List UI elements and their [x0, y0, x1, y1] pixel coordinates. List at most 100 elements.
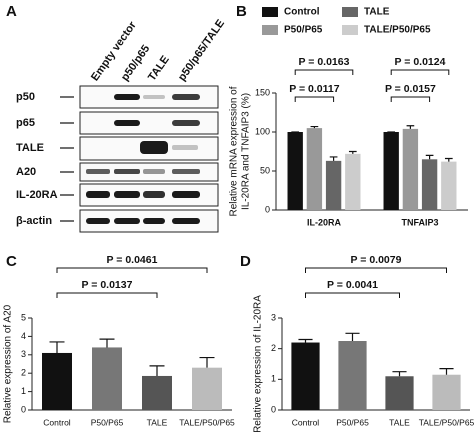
y-tick-label: 5	[21, 312, 26, 322]
error-bar	[310, 125, 319, 129]
error-bar	[348, 150, 357, 154]
significance-label: P = 0.0163	[299, 56, 350, 68]
legend-swatch	[342, 25, 358, 35]
error-bar	[425, 154, 434, 160]
panel-letter: D	[240, 253, 251, 270]
bar	[421, 159, 438, 210]
x-tick-label: P50/P65	[91, 417, 124, 427]
error-bar	[49, 341, 65, 353]
significance-bracket	[294, 69, 354, 75]
significance-label: P = 0.0124	[395, 56, 446, 68]
x-tick-label: Control	[292, 417, 320, 427]
bar	[338, 341, 367, 410]
bar	[142, 375, 172, 410]
row-label: IL-20RA	[16, 189, 58, 201]
y-tick-label: 2	[271, 343, 276, 353]
y-axis-label: Relative mRNA expression of	[229, 86, 240, 216]
significance-bracket	[56, 267, 208, 273]
error-bar	[149, 365, 165, 376]
blot-bands	[86, 94, 200, 224]
error-bar	[298, 338, 313, 343]
error-bar	[345, 332, 360, 341]
x-tick-label: TALE/P50/P65	[179, 417, 235, 427]
bar	[192, 367, 222, 410]
significance-label: P = 0.0157	[385, 83, 436, 95]
bar	[441, 161, 457, 210]
x-tick-label: TALE	[389, 417, 410, 427]
significance-bracket	[390, 96, 431, 102]
lane-label: p50/p65/TALE	[176, 18, 227, 84]
error-bar	[99, 338, 115, 348]
blot-strips	[79, 85, 219, 233]
y-tick-label: 0	[265, 204, 270, 214]
legend-label: P50/P65	[284, 25, 323, 36]
row-label: β-actin	[16, 215, 52, 227]
significance-bracket	[56, 292, 158, 298]
significance-label: P = 0.0041	[327, 279, 378, 291]
error-bar	[199, 356, 215, 368]
chart: D 0 1 2 3 Relative expression of IL-20RA Contr…	[240, 253, 474, 433]
y-tick-label: 3	[271, 312, 276, 322]
x-tick-label: IL-20RA	[307, 217, 342, 227]
bar	[287, 132, 303, 210]
error-bar	[406, 125, 415, 129]
y-tick-label: 50	[260, 165, 270, 175]
row-label: TALE	[16, 142, 44, 154]
significance-bracket	[294, 96, 335, 102]
legend-swatch	[342, 7, 358, 17]
bar	[291, 342, 320, 410]
significance-label: P = 0.0117	[289, 83, 339, 95]
error-bar	[444, 157, 453, 162]
legend-swatch	[262, 7, 278, 17]
significance-label: P = 0.0079	[351, 254, 402, 266]
bar	[306, 128, 323, 210]
x-tick-label: P50/P65	[336, 417, 369, 427]
y-tick-label: 2	[21, 368, 26, 378]
legend-label: Control	[284, 7, 320, 18]
legend-label: TALE	[364, 7, 390, 18]
blot-panel: A Empty vector p50/p65 TALE p50/p65/TALE…	[6, 3, 227, 233]
significance-label: P = 0.0461	[107, 254, 158, 266]
legend-label: TALE/P50/P65	[364, 25, 431, 36]
x-tick-label: TALE	[147, 417, 168, 427]
y-axis-label: Relative expression of IL-20RA	[253, 295, 264, 433]
row-label: p50	[16, 91, 35, 103]
bar	[383, 132, 399, 210]
panel-letter: A	[6, 3, 17, 20]
x-tick-label: Control	[43, 417, 71, 427]
y-axis-label: IL-20RA and TNFAIP3 (%)	[241, 93, 252, 210]
bar	[42, 352, 72, 410]
y-tick-label: 1	[21, 386, 26, 396]
y-tick-label: 100	[255, 126, 270, 136]
panel-letter: B	[236, 3, 247, 20]
error-bar	[392, 371, 407, 377]
significance-label: P = 0.0137	[82, 279, 133, 291]
bar	[432, 374, 461, 410]
panel-letter: C	[6, 253, 17, 270]
y-tick-label: 3	[21, 349, 26, 359]
marker-ticks	[60, 96, 74, 222]
significance-bracket	[305, 292, 400, 298]
row-label: p65	[16, 117, 35, 129]
y-tick-label: 0	[271, 404, 276, 414]
chart: C 0 1 2 3 4 5 Relative expression of A20 Control…	[3, 253, 235, 427]
row-label: A20	[16, 166, 36, 178]
y-axis-label: Relative expression of A20	[3, 304, 14, 423]
x-tick-label: TNFAIP3	[401, 217, 438, 227]
bar	[325, 160, 342, 210]
bar	[402, 128, 419, 210]
bar	[92, 347, 122, 410]
significance-bracket	[305, 267, 447, 273]
lane-label: TALE	[146, 54, 172, 84]
y-tick-label: 150	[255, 87, 270, 97]
y-tick-label: 4	[21, 331, 26, 341]
bar	[345, 153, 361, 210]
legend-swatch	[262, 25, 278, 35]
y-tick-label: 0	[21, 404, 26, 414]
significance-bracket	[390, 69, 450, 75]
x-tick-label: TALE/P50/P65	[419, 417, 474, 427]
error-bar	[439, 368, 454, 375]
error-bar	[329, 156, 338, 161]
